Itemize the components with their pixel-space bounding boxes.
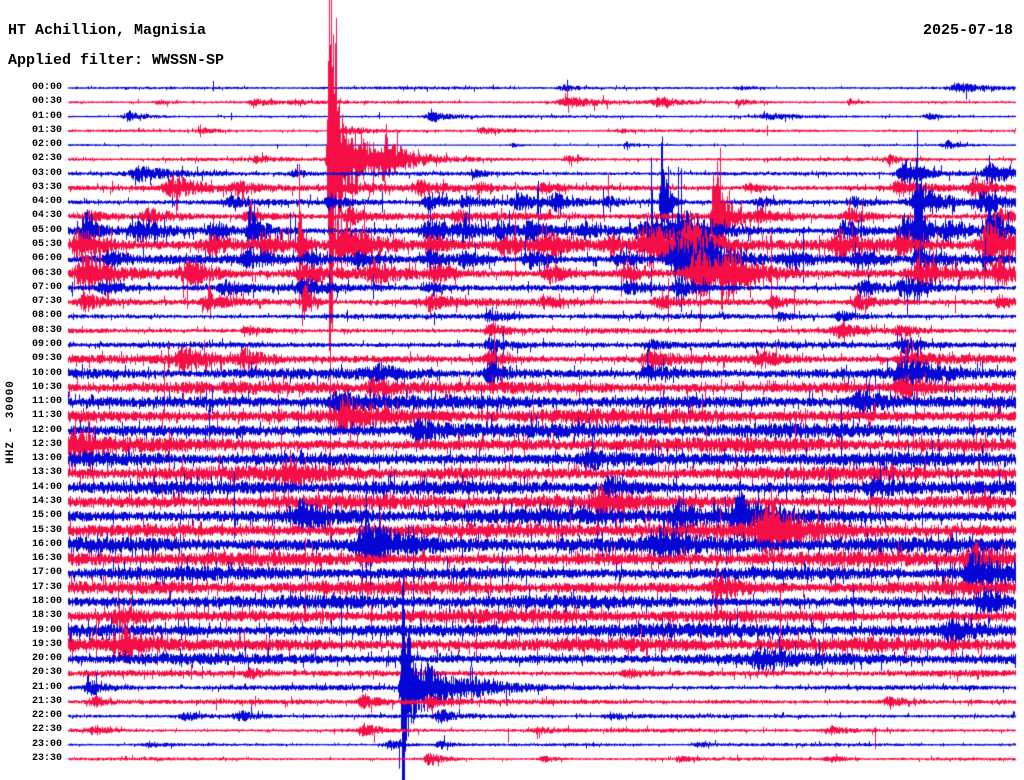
time-label: 12:30 bbox=[31, 438, 62, 450]
time-label: 04:30 bbox=[31, 210, 62, 222]
time-label: 07:00 bbox=[31, 281, 62, 293]
time-label: 08:30 bbox=[31, 324, 62, 336]
time-label: 01:00 bbox=[31, 110, 62, 122]
time-label: 08:00 bbox=[31, 310, 62, 322]
time-label: 05:30 bbox=[31, 239, 62, 251]
time-label: 09:00 bbox=[31, 338, 62, 350]
time-label: 17:30 bbox=[31, 581, 62, 593]
time-label: 20:00 bbox=[31, 653, 62, 665]
time-label: 13:00 bbox=[31, 453, 62, 465]
time-label: 03:00 bbox=[31, 167, 62, 179]
time-label: 16:30 bbox=[31, 553, 62, 565]
time-label: 20:30 bbox=[31, 667, 62, 679]
time-label: 01:30 bbox=[31, 124, 62, 136]
time-label: 15:00 bbox=[31, 510, 62, 522]
time-label: 12:00 bbox=[31, 424, 62, 436]
time-labels: 00:00 00:30 01:00 01:30 02:00 02:30 03:00 03:30… bbox=[0, 0, 62, 780]
time-label: 18:00 bbox=[31, 595, 62, 607]
time-label: 09:30 bbox=[31, 353, 62, 365]
time-label: 10:00 bbox=[31, 367, 62, 379]
time-label: 07:30 bbox=[31, 296, 62, 308]
time-label: 23:30 bbox=[31, 753, 62, 765]
time-label: 06:00 bbox=[31, 253, 62, 265]
time-label: 00:30 bbox=[31, 96, 62, 108]
time-label: 16:00 bbox=[31, 538, 62, 550]
time-label: 10:30 bbox=[31, 381, 62, 393]
time-label: 11:00 bbox=[31, 396, 62, 408]
time-label: 05:00 bbox=[31, 224, 62, 236]
time-label: 04:00 bbox=[31, 196, 62, 208]
time-label: 03:30 bbox=[31, 181, 62, 193]
time-label: 15:30 bbox=[31, 524, 62, 536]
time-label: 19:00 bbox=[31, 624, 62, 636]
time-label: 17:00 bbox=[31, 567, 62, 579]
time-label: 21:30 bbox=[31, 695, 62, 707]
filter-label: Applied filter: WWSSN-SP bbox=[8, 52, 225, 69]
station-title: HT Achillion, Magnisia bbox=[8, 22, 207, 39]
time-label: 06:30 bbox=[31, 267, 62, 279]
time-label: 23:00 bbox=[31, 738, 62, 750]
time-label: 18:30 bbox=[31, 610, 62, 622]
time-label: 19:30 bbox=[31, 638, 62, 650]
time-label: 22:00 bbox=[31, 710, 62, 722]
time-label: 14:00 bbox=[31, 481, 62, 493]
date-label: 2025-07-18 bbox=[922, 22, 1013, 39]
time-label: 21:00 bbox=[31, 681, 62, 693]
time-label: 14:30 bbox=[31, 496, 62, 508]
time-label: 11:30 bbox=[31, 410, 62, 422]
time-label: 02:30 bbox=[31, 153, 62, 165]
time-label: 13:30 bbox=[31, 467, 62, 479]
time-label: 22:30 bbox=[31, 724, 62, 736]
time-label: 02:00 bbox=[31, 139, 62, 151]
time-label: 00:00 bbox=[31, 82, 62, 93]
